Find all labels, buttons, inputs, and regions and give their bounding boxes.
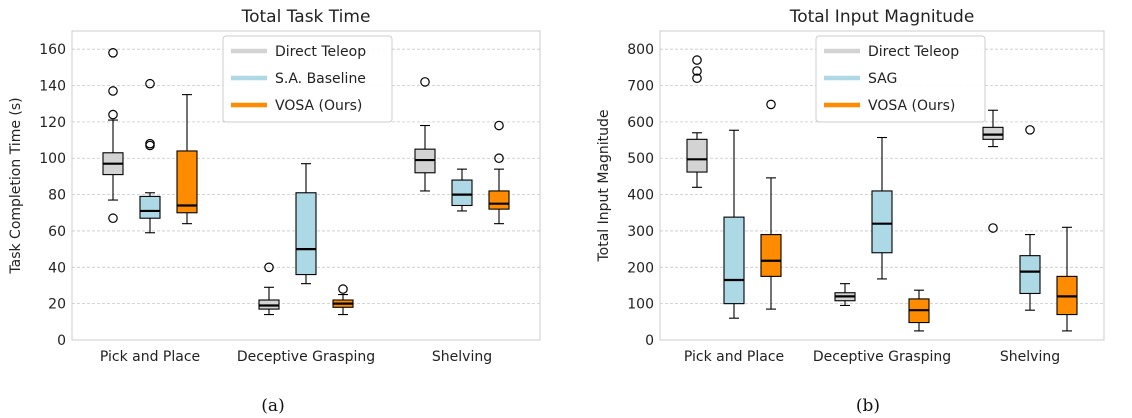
box-iqr bbox=[723, 216, 745, 305]
y-tick-label: 120 bbox=[39, 115, 66, 131]
box-sag-2 bbox=[1019, 125, 1041, 311]
legend-frame bbox=[815, 35, 986, 123]
box-s-a-baseline-1 bbox=[295, 163, 317, 285]
legend-label: Direct Teleop bbox=[275, 44, 366, 60]
y-tick-label: 40 bbox=[48, 260, 66, 276]
outlier-point bbox=[108, 213, 118, 224]
outlier-point bbox=[108, 109, 118, 120]
x-tick-label: Deceptive Grasping bbox=[813, 349, 951, 365]
outlier-point bbox=[264, 262, 274, 273]
box-direct-teleop-1 bbox=[258, 262, 280, 316]
outlier-point bbox=[145, 78, 155, 89]
x-tick-label: Pick and Place bbox=[100, 349, 200, 365]
outlier-point bbox=[692, 73, 702, 84]
box-iqr bbox=[1019, 255, 1041, 295]
y-tick-label: 60 bbox=[48, 224, 66, 240]
panel-caption: (b) bbox=[856, 396, 880, 416]
chart-title: Total Task Time bbox=[241, 7, 371, 27]
y-tick-label: 500 bbox=[627, 151, 654, 167]
y-tick-label: 0 bbox=[57, 333, 66, 349]
legend-label: S.A. Baseline bbox=[275, 71, 366, 87]
box-iqr bbox=[982, 126, 1004, 140]
box-iqr bbox=[871, 190, 893, 254]
box-vosa-ours--0 bbox=[176, 94, 198, 225]
box-iqr bbox=[176, 150, 198, 214]
y-axis-label: Task Completion Time (s) bbox=[8, 97, 24, 274]
y-tick-label: 600 bbox=[627, 115, 654, 131]
box-vosa-ours--2 bbox=[488, 120, 510, 225]
y-tick-label: 700 bbox=[627, 79, 654, 95]
box-direct-teleop-1 bbox=[834, 283, 856, 307]
x-tick-label: Pick and Place bbox=[684, 349, 784, 365]
x-tick-label: Shelving bbox=[432, 349, 492, 365]
box-vosa-ours--2 bbox=[1056, 226, 1078, 332]
box-sag-0 bbox=[723, 129, 745, 319]
y-tick-label: 200 bbox=[627, 260, 654, 276]
plot-frame bbox=[71, 30, 541, 341]
y-tick-label: 20 bbox=[48, 297, 66, 313]
box-iqr bbox=[686, 138, 708, 173]
y-tick-label: 0 bbox=[645, 333, 654, 349]
outlier-point bbox=[692, 55, 702, 65]
box-iqr bbox=[295, 192, 317, 276]
legend-label: SAG bbox=[868, 71, 897, 87]
legend-label: VOSA (Ours) bbox=[275, 98, 362, 114]
outlier-point bbox=[145, 138, 155, 149]
outlier-point bbox=[766, 99, 776, 110]
legend: Direct Teleop SAG VOSA (Ours) bbox=[815, 35, 986, 123]
box-direct-teleop-2 bbox=[414, 77, 436, 192]
outlier-point bbox=[1025, 125, 1035, 135]
y-tick-label: 400 bbox=[627, 188, 654, 204]
plot-frame bbox=[659, 30, 1105, 341]
box-s-a-baseline-2 bbox=[451, 168, 473, 212]
chart-panel-a: 0 20 40 60 80 100 120 140 160 Total Task Time Task… bbox=[8, 7, 541, 365]
y-tick-label: 100 bbox=[39, 151, 66, 167]
x-tick-label: Deceptive Grasping bbox=[237, 349, 375, 365]
box-iqr bbox=[760, 234, 782, 277]
outlier-point bbox=[108, 86, 118, 96]
y-axis-label: Total Input Magnitude bbox=[596, 109, 612, 262]
box-s-a-baseline-0 bbox=[139, 78, 161, 234]
outlier-point bbox=[988, 223, 998, 233]
legend: Direct Teleop S.A. Baseline VOSA (Ours) bbox=[222, 35, 393, 123]
chart-title: Total Input Magnitude bbox=[789, 7, 975, 27]
y-tick-label: 100 bbox=[627, 297, 654, 313]
outlier-point bbox=[338, 284, 348, 294]
outlier-point bbox=[494, 120, 504, 131]
box-sag-1 bbox=[871, 136, 893, 280]
panel-caption: (a) bbox=[261, 396, 284, 416]
legend-frame bbox=[222, 35, 393, 123]
y-tick-label: 140 bbox=[39, 79, 66, 95]
y-tick-label: 80 bbox=[48, 188, 66, 204]
outlier-point bbox=[494, 153, 504, 164]
box-direct-teleop-0 bbox=[686, 55, 708, 188]
outlier-point bbox=[108, 48, 118, 58]
y-tick-label: 800 bbox=[627, 42, 654, 58]
legend-label: VOSA (Ours) bbox=[868, 98, 955, 114]
y-tick-label: 300 bbox=[627, 224, 654, 240]
y-tick-label: 160 bbox=[39, 42, 66, 58]
outlier-point bbox=[420, 77, 430, 87]
box-direct-teleop-0 bbox=[102, 48, 124, 224]
box-iqr bbox=[139, 195, 161, 219]
outlier-point bbox=[692, 66, 702, 76]
box-vosa-ours--0 bbox=[760, 99, 782, 310]
box-direct-teleop-2 bbox=[982, 109, 1004, 233]
box-iqr bbox=[488, 190, 510, 210]
chart-panel-b: 0 100 200 300 400 500 600 700 800 Total Input Mag… bbox=[596, 7, 1105, 365]
x-tick-label: Shelving bbox=[1000, 349, 1060, 365]
box-vosa-ours--1 bbox=[908, 289, 930, 332]
legend-label: Direct Teleop bbox=[868, 44, 959, 60]
box-vosa-ours--1 bbox=[332, 284, 354, 316]
box-iqr bbox=[451, 179, 473, 207]
